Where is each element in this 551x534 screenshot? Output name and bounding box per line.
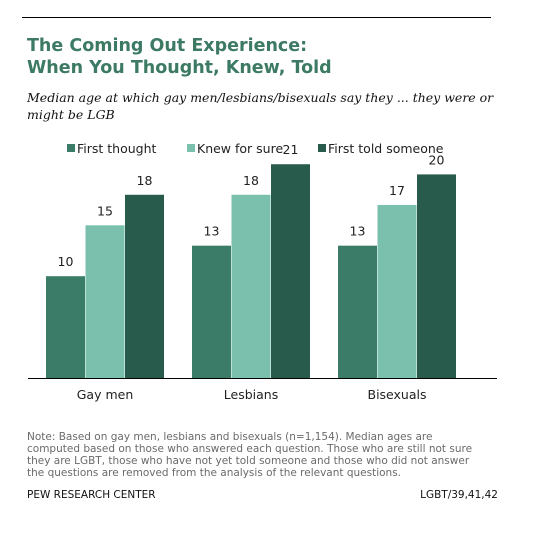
data-label-gay-men-first-thought: 10 xyxy=(58,254,74,269)
data-label-gay-men-knew-for-sure: 15 xyxy=(97,203,113,218)
bar-lesbians-knew-for-sure xyxy=(231,194,271,378)
top-rule xyxy=(22,17,491,18)
note-line-4: the questions are removed from the analy… xyxy=(27,467,402,479)
bar-lesbians-first-told-someone xyxy=(271,164,310,378)
data-label-lesbians-first-thought: 13 xyxy=(204,224,220,239)
bar-gay-men-knew-for-sure xyxy=(85,225,125,378)
bar-bisexuals-knew-for-sure xyxy=(377,204,417,378)
legend-label-first-thought: First thought xyxy=(77,141,157,156)
category-label-gay-men: Gay men xyxy=(77,387,134,402)
report-code: LGBT/39,41,42 xyxy=(420,489,498,501)
bar-bisexuals-first-told-someone xyxy=(417,174,456,378)
chart-subtitle: Median age at which gay men/lesbians/bis… xyxy=(27,90,494,122)
bar-gay-men-first-thought xyxy=(46,276,85,378)
data-label-lesbians-knew-for-sure: 18 xyxy=(243,173,259,188)
legend-label-first-told-someone: First told someone xyxy=(328,141,444,156)
data-label-bisexuals-first-thought: 13 xyxy=(350,224,366,239)
data-label-lesbians-first-told-someone: 21 xyxy=(283,142,299,157)
chart-title: The Coming Out Experience: When You Thou… xyxy=(27,35,332,79)
data-label-bisexuals-first-told-someone: 20 xyxy=(429,152,445,167)
bar-bisexuals-first-thought xyxy=(338,245,377,378)
note-line-3: they are LGBT, those who have not yet to… xyxy=(27,455,470,467)
title-line-1: The Coming Out Experience: xyxy=(27,36,308,56)
legend-label-knew-for-sure: Knew for sure xyxy=(197,141,283,156)
note-line-1: Note: Based on gay men, lesbians and bis… xyxy=(27,431,433,443)
note-line-2: computed based on those who answered eac… xyxy=(27,443,473,455)
legend-swatch-knew-for-sure xyxy=(187,144,195,152)
data-label-gay-men-first-told-someone: 18 xyxy=(137,173,153,188)
category-label-lesbians: Lesbians xyxy=(224,387,278,402)
bar-lesbians-first-thought xyxy=(192,245,231,378)
title-line-2: When You Thought, Knew, Told xyxy=(27,58,332,78)
category-label-bisexuals: Bisexuals xyxy=(368,387,427,402)
chart-note: Note: Based on gay men, lesbians and bis… xyxy=(27,431,507,479)
legend-swatch-first-told-someone xyxy=(318,144,326,152)
source-label: PEW RESEARCH CENTER xyxy=(27,489,156,501)
data-label-bisexuals-knew-for-sure: 17 xyxy=(389,183,405,198)
bar-gay-men-first-told-someone xyxy=(125,194,164,378)
legend-swatch-first-thought xyxy=(67,144,75,152)
